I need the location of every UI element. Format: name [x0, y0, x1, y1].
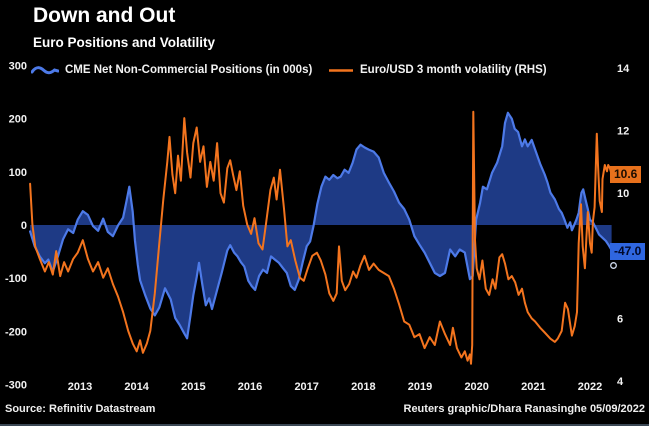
positions-line — [29, 111, 613, 340]
x-axis-tick-label: 2020 — [464, 381, 488, 393]
y-axis-tick-label-right: 10 — [617, 188, 629, 200]
x-axis-tick-label: 2021 — [521, 381, 545, 393]
y-axis-tick-label-right: 6 — [617, 313, 623, 325]
x-axis-tick-label: 2015 — [181, 381, 205, 393]
y-axis-tick-label-left: 200 — [9, 114, 27, 126]
bottom-window-edge — [0, 424, 649, 426]
y-axis-tick-label-left: 300 — [9, 60, 27, 72]
graphic-credit: Reuters graphic/Dhara Ranasinghe 05/09/2… — [403, 403, 646, 415]
volatility-end-value-badge: 10.6 — [610, 166, 642, 183]
y-axis-tick-label-right: 14 — [617, 63, 630, 75]
y-axis-tick-label-left: 100 — [9, 167, 27, 179]
x-axis-tick-label: 2014 — [124, 381, 149, 393]
legend-label-volatility: Euro/USD 3 month volatility (RHS) — [360, 64, 547, 76]
y-axis-tick-label-right: 4 — [617, 376, 624, 388]
source-attribution: Source: Refinitiv Datastream — [5, 403, 156, 415]
x-axis-tick-label: 2018 — [351, 381, 375, 393]
legend-item-positions: CME Net Non-Commercial Positions (in 000… — [31, 62, 312, 78]
positions-end-marker — [610, 262, 617, 269]
positions-area-fill — [30, 112, 612, 339]
x-axis-tick-label: 2016 — [238, 381, 262, 393]
y-axis-tick-label-left: 0 — [21, 220, 27, 232]
volatility-series-swatch-icon — [329, 68, 353, 72]
x-axis-tick-label: 2022 — [578, 381, 602, 393]
x-axis-tick-label: 2019 — [408, 381, 432, 393]
x-axis-tick-label: 2013 — [68, 381, 92, 393]
page-subtitle: Euro Positions and Volatility — [33, 35, 216, 50]
y-axis-tick-label-left: -300 — [5, 380, 27, 392]
y-axis-tick-label-left: -200 — [5, 326, 27, 338]
y-axis-tick-label-left: -100 — [5, 273, 27, 285]
legend-label-positions: CME Net Non-Commercial Positions (in 000… — [65, 64, 313, 76]
positions-series-swatch-icon — [31, 65, 59, 74]
page-title: Down and Out — [33, 4, 176, 27]
positions-end-value-badge: -47.0 — [610, 243, 646, 260]
legend-item-volatility: Euro/USD 3 month volatility (RHS) — [328, 62, 547, 78]
x-axis-tick-label: 2017 — [294, 381, 318, 393]
y-axis-tick-label-right: 12 — [617, 126, 629, 138]
volatility-line — [29, 110, 613, 365]
